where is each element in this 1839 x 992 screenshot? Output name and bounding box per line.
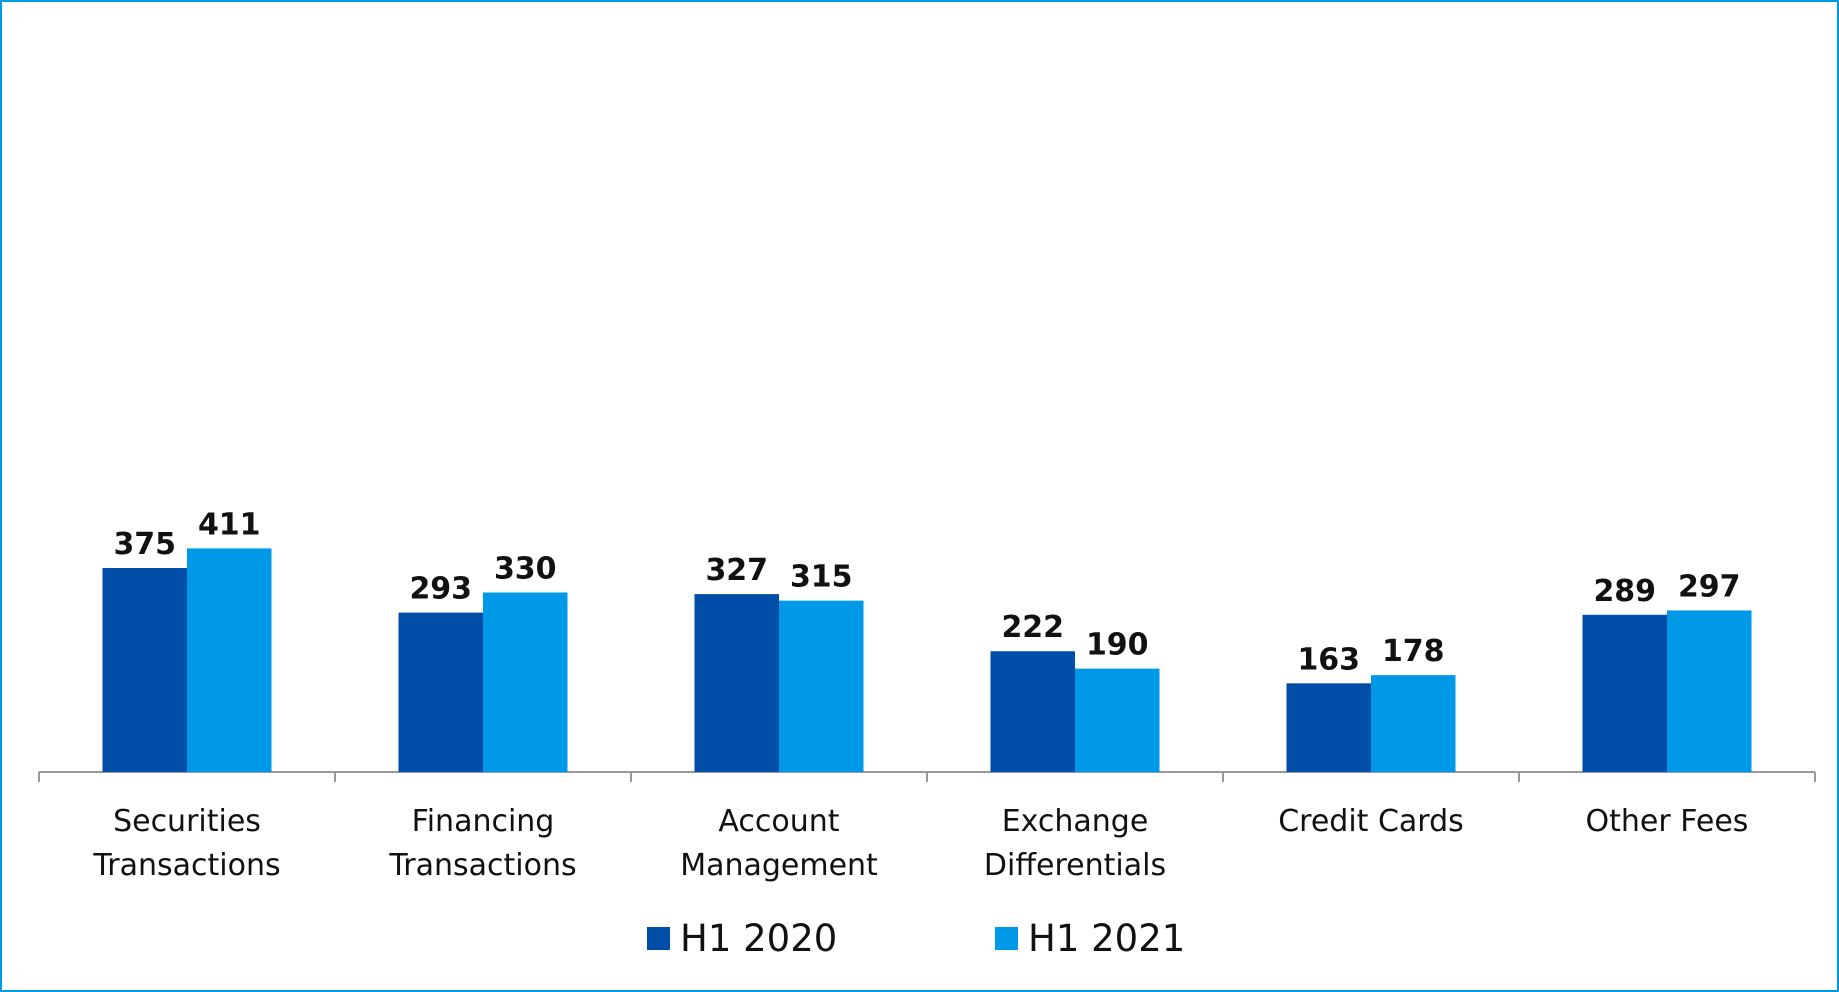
legend-label: H1 2020 — [680, 917, 838, 960]
data-label: 293 — [409, 572, 472, 607]
bar — [1371, 675, 1456, 772]
data-label: 163 — [1297, 642, 1360, 677]
data-label: 222 — [1001, 610, 1064, 645]
bar — [1075, 668, 1160, 772]
data-label: 411 — [198, 507, 261, 542]
legend-label: H1 2021 — [1028, 917, 1186, 960]
data-label: 289 — [1593, 574, 1656, 609]
bar — [187, 548, 272, 772]
data-label: 297 — [1678, 569, 1741, 604]
bar — [1582, 614, 1667, 772]
bar — [990, 651, 1075, 772]
bar — [398, 612, 483, 772]
x-tick-label: Other Fees — [1585, 804, 1749, 839]
legend-swatch — [647, 927, 670, 950]
data-label: 315 — [790, 560, 853, 595]
x-tick-label: Account Management — [680, 804, 878, 883]
bar — [1286, 683, 1371, 772]
bar — [483, 592, 568, 772]
legend-item: H1 2021 — [995, 917, 1185, 960]
x-tick-label: Credit Cards — [1278, 804, 1464, 839]
data-label: 375 — [113, 527, 176, 562]
bar — [779, 600, 864, 772]
bar — [694, 594, 779, 772]
bar — [1667, 610, 1752, 772]
data-label: 330 — [494, 551, 557, 586]
bar — [102, 568, 187, 772]
x-tick-label: Securities Transactions — [93, 804, 281, 883]
data-label: 190 — [1086, 628, 1149, 663]
legend-swatch — [995, 927, 1018, 950]
data-label: 178 — [1382, 634, 1445, 669]
x-tick-label: Financing Transactions — [389, 804, 577, 883]
legend-item: H1 2020 — [647, 917, 837, 960]
x-tick-label: Exchange Differentials — [983, 804, 1167, 883]
data-label: 327 — [705, 553, 768, 588]
